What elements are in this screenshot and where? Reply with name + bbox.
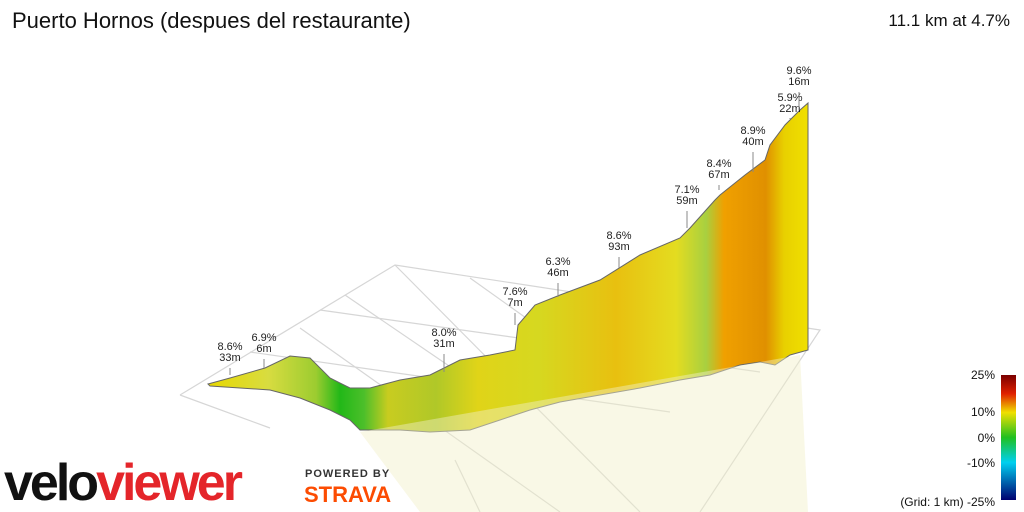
- annotation-grade: 8.6%: [217, 341, 242, 353]
- annotation-grade: 8.4%: [706, 158, 731, 170]
- annotation-grade: 9.6%: [786, 65, 811, 77]
- legend-bar: [1001, 375, 1016, 500]
- annotation-length: 40m: [742, 136, 763, 148]
- powered-by: POWERED BY: [305, 468, 390, 480]
- legend-label: 25%: [971, 368, 995, 382]
- legend-label: -10%: [967, 456, 995, 470]
- strava: STRAVA: [304, 482, 391, 507]
- annotation-length: 7m: [507, 297, 522, 309]
- annotation-length: 22m: [779, 103, 800, 115]
- logo: veloviewer: [4, 454, 243, 512]
- logo-viewer: viewer: [96, 454, 243, 512]
- annotation-grade: 5.9%: [777, 92, 802, 104]
- annotation-grade: 8.0%: [431, 327, 456, 339]
- legend: 25% 10% 0% -10% (Grid: 1 km) -25%: [900, 368, 995, 509]
- annotation-grade: 8.6%: [606, 230, 631, 242]
- annotation-length: 59m: [676, 195, 697, 207]
- annotation-length: 6m: [256, 343, 271, 355]
- annotation-grade: 6.3%: [545, 256, 570, 268]
- annotation-length: 67m: [708, 169, 729, 181]
- annotation-grade: 6.9%: [251, 332, 276, 344]
- annotation-length: 93m: [608, 241, 629, 253]
- annotation-grade: 7.6%: [502, 286, 527, 298]
- summary: 11.1 km at 4.7%: [888, 11, 1010, 30]
- annotation-grade: 8.9%: [740, 125, 765, 137]
- annotation-length: 31m: [433, 338, 454, 350]
- legend-label: (Grid: 1 km) -25%: [900, 495, 995, 509]
- annotation-length: 16m: [788, 76, 809, 88]
- annotation-grade: 7.1%: [674, 184, 699, 196]
- annotations: 8.6%33m6.9%6m8.0%31m7.6%7m6.3%46m8.6%93m…: [217, 65, 812, 375]
- title: Puerto Hornos (despues del restaurante): [12, 8, 411, 33]
- profile-ribbon: [207, 101, 809, 433]
- profile-reflection: [360, 355, 808, 512]
- annotation-length: 46m: [547, 267, 568, 279]
- logo-velo: velo: [4, 454, 97, 512]
- legend-label: 10%: [971, 405, 995, 419]
- legend-label: 0%: [978, 431, 996, 445]
- annotation-length: 33m: [219, 352, 240, 364]
